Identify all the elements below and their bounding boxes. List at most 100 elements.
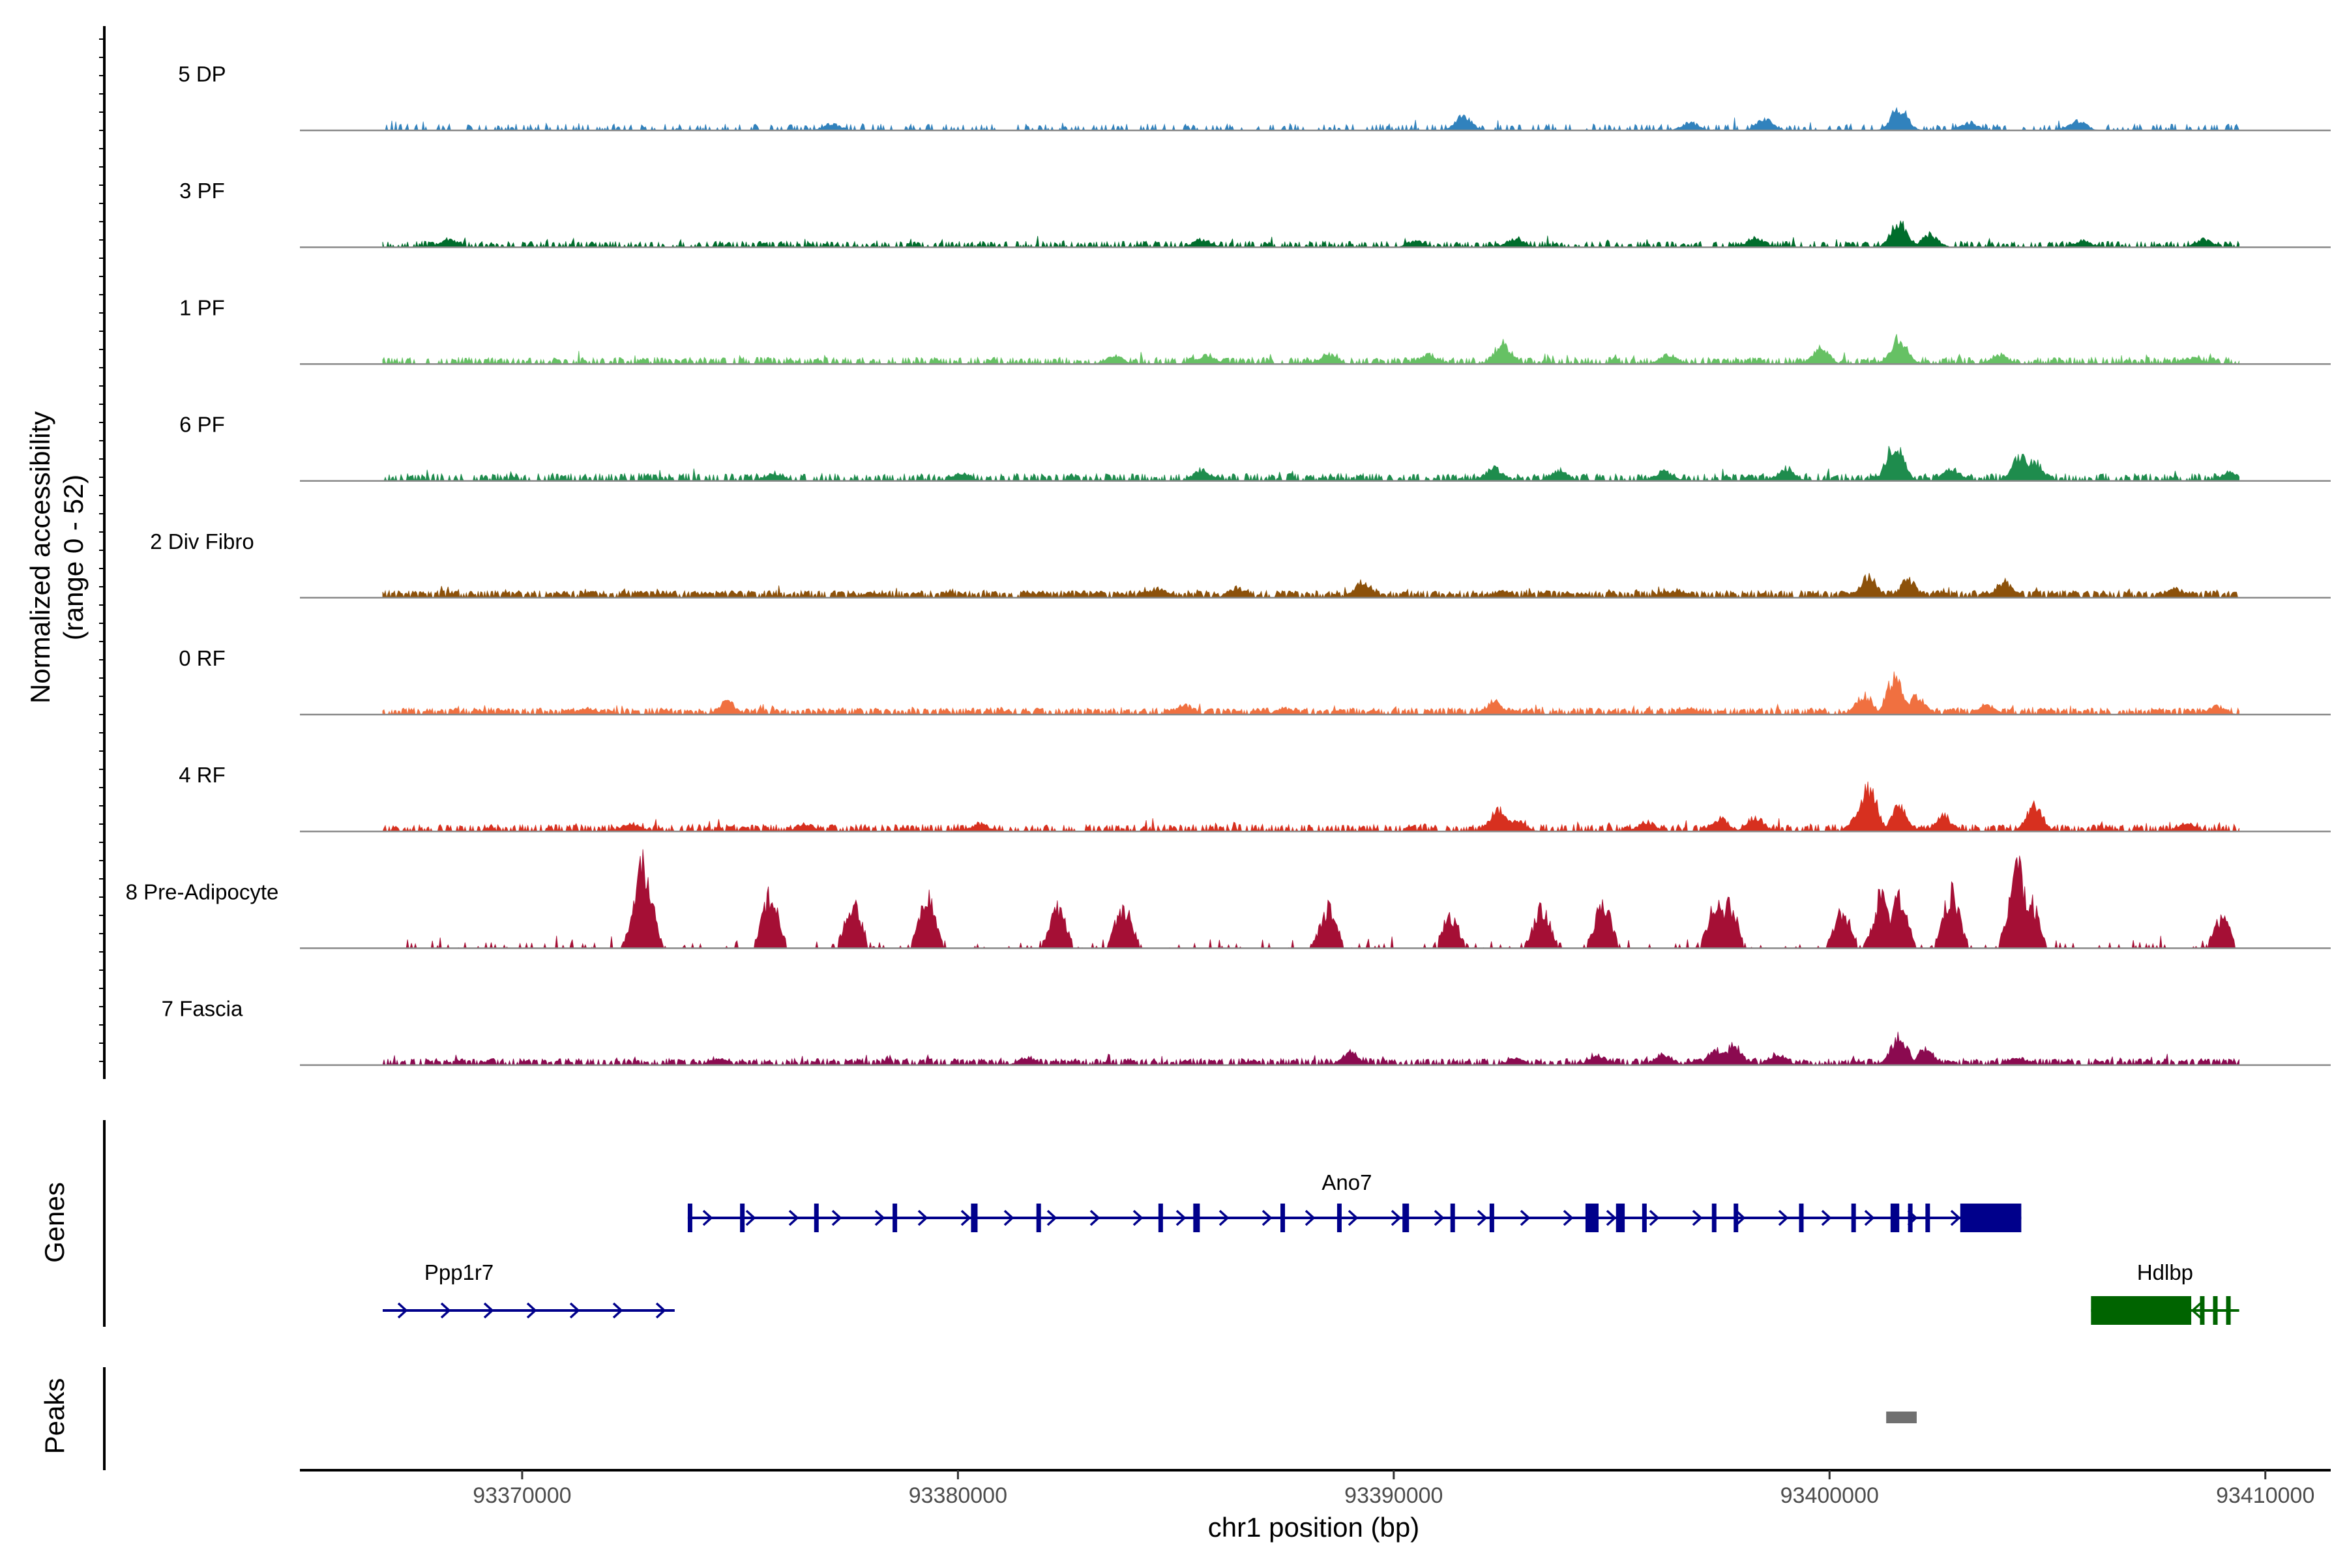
exon bbox=[893, 1204, 898, 1232]
coverage-area bbox=[382, 220, 2239, 248]
x-tick-label: 93390000 bbox=[1344, 1483, 1443, 1508]
y-axis-label: Normalized accessibility bbox=[25, 411, 55, 703]
y-axis bbox=[99, 26, 106, 1079]
strand-arrow bbox=[788, 1209, 799, 1226]
gene-track: Genes Ano7 Ppp1r7 Hdlbp bbox=[39, 1120, 2239, 1327]
exon bbox=[1489, 1204, 1494, 1232]
strand-arrow bbox=[1046, 1209, 1057, 1226]
track-1: 3 PF bbox=[179, 179, 2331, 248]
exon bbox=[2200, 1296, 2205, 1325]
exon bbox=[1642, 1204, 1647, 1232]
strand-arrow bbox=[612, 1302, 623, 1319]
coverage-area bbox=[382, 1031, 2239, 1067]
strand-arrow bbox=[1864, 1209, 1875, 1226]
gene-ppp1r7: Ppp1r7 bbox=[383, 1260, 675, 1319]
exon bbox=[687, 1204, 692, 1232]
exon bbox=[1450, 1204, 1455, 1232]
strand-arrow bbox=[1477, 1209, 1488, 1226]
strand-arrow bbox=[1348, 1209, 1359, 1226]
gene-hdlbp: Hdlbp bbox=[2091, 1260, 2239, 1325]
exon bbox=[2213, 1296, 2218, 1325]
strand-arrow bbox=[1778, 1209, 1789, 1226]
exon bbox=[1193, 1204, 1200, 1232]
exon bbox=[1280, 1204, 1286, 1232]
strand-arrow bbox=[397, 1302, 408, 1319]
coverage-area bbox=[382, 671, 2239, 716]
exon bbox=[1960, 1204, 2022, 1232]
x-axis-label: chr1 position (bp) bbox=[1208, 1512, 1420, 1543]
track-5: 0 RF bbox=[179, 646, 2331, 716]
strand-arrow bbox=[745, 1209, 756, 1226]
strand-arrow bbox=[440, 1302, 451, 1319]
x-axis: chr1 position (bp) 93370000 93380000 93390… bbox=[300, 1469, 2331, 1543]
strand-arrow bbox=[1003, 1209, 1014, 1226]
peak-region bbox=[1886, 1412, 1917, 1423]
exon bbox=[740, 1204, 745, 1232]
track-2: 1 PF bbox=[179, 295, 2331, 365]
strand-arrow bbox=[1434, 1209, 1445, 1226]
strand-arrow bbox=[526, 1302, 537, 1319]
genes-track-label: Genes bbox=[39, 1182, 70, 1263]
strand-arrow bbox=[2191, 1302, 2202, 1319]
track-label: 0 RF bbox=[179, 646, 226, 670]
strand-arrow bbox=[1735, 1209, 1746, 1226]
strand-arrow bbox=[874, 1209, 885, 1226]
strand-arrow bbox=[960, 1209, 971, 1226]
exon bbox=[1925, 1204, 1930, 1232]
coverage-area bbox=[382, 781, 2239, 833]
exon bbox=[971, 1204, 978, 1232]
strand-arrow bbox=[1218, 1209, 1230, 1226]
exon bbox=[1616, 1204, 1625, 1232]
strand-arrow bbox=[1606, 1209, 1617, 1226]
exon bbox=[2226, 1296, 2231, 1325]
track-label: 5 DP bbox=[178, 62, 226, 86]
track-4: 2 Div Fibro bbox=[150, 529, 2331, 599]
exon bbox=[1890, 1204, 1900, 1232]
x-tick-label: 93410000 bbox=[2216, 1483, 2314, 1508]
strand-arrow bbox=[655, 1302, 666, 1319]
coverage-area bbox=[382, 334, 2239, 365]
peak-track: Peaks bbox=[39, 1367, 1917, 1470]
strand-arrow bbox=[1305, 1209, 1316, 1226]
track-label: 4 RF bbox=[179, 763, 226, 787]
coverage-area bbox=[383, 445, 2239, 482]
track-label: 2 Div Fibro bbox=[150, 529, 254, 554]
track-7: 8 Pre-Adipocyte bbox=[126, 849, 2331, 949]
strand-arrow bbox=[569, 1302, 580, 1319]
strand-arrow bbox=[1391, 1209, 1402, 1226]
exon bbox=[1585, 1204, 1599, 1232]
exon bbox=[1402, 1204, 1410, 1232]
exon bbox=[1336, 1204, 1342, 1232]
exon bbox=[1036, 1204, 1041, 1232]
strand-arrow bbox=[1821, 1209, 1832, 1226]
track-3: 6 PF bbox=[179, 413, 2331, 482]
coverage-area bbox=[383, 849, 2239, 949]
exon bbox=[1734, 1204, 1739, 1232]
strand-arrow bbox=[917, 1209, 928, 1226]
gene-ano7: Ano7 bbox=[687, 1170, 2022, 1232]
track-label: 6 PF bbox=[179, 413, 225, 437]
track-0: 5 DP bbox=[178, 62, 2331, 132]
exon bbox=[2091, 1296, 2192, 1325]
coverage-area bbox=[383, 106, 2240, 132]
exon bbox=[1908, 1204, 1913, 1232]
exon bbox=[1158, 1204, 1163, 1232]
strand-arrow bbox=[702, 1209, 713, 1226]
strand-arrow bbox=[1692, 1209, 1703, 1226]
exon bbox=[1799, 1204, 1804, 1232]
strand-arrow bbox=[1520, 1209, 1531, 1226]
strand-arrow bbox=[1950, 1209, 1961, 1226]
accessibility-tracks: 5 DP 3 PF 1 PF 6 PF 2 Div Fibro 0 RF 4 RF 8 Pre… bbox=[126, 62, 2331, 1067]
strand-arrow bbox=[1132, 1209, 1144, 1226]
gene-label: Ano7 bbox=[1321, 1170, 1372, 1194]
gene-label: Ppp1r7 bbox=[424, 1260, 494, 1284]
strand-arrow bbox=[1175, 1209, 1187, 1226]
x-tick-label: 93370000 bbox=[473, 1483, 571, 1508]
exon bbox=[814, 1204, 819, 1232]
exon bbox=[1851, 1204, 1856, 1232]
peaks-track-label: Peaks bbox=[39, 1378, 70, 1455]
y-axis-range-label: (range 0 - 52) bbox=[58, 475, 89, 640]
track-6: 4 RF bbox=[179, 763, 2331, 833]
